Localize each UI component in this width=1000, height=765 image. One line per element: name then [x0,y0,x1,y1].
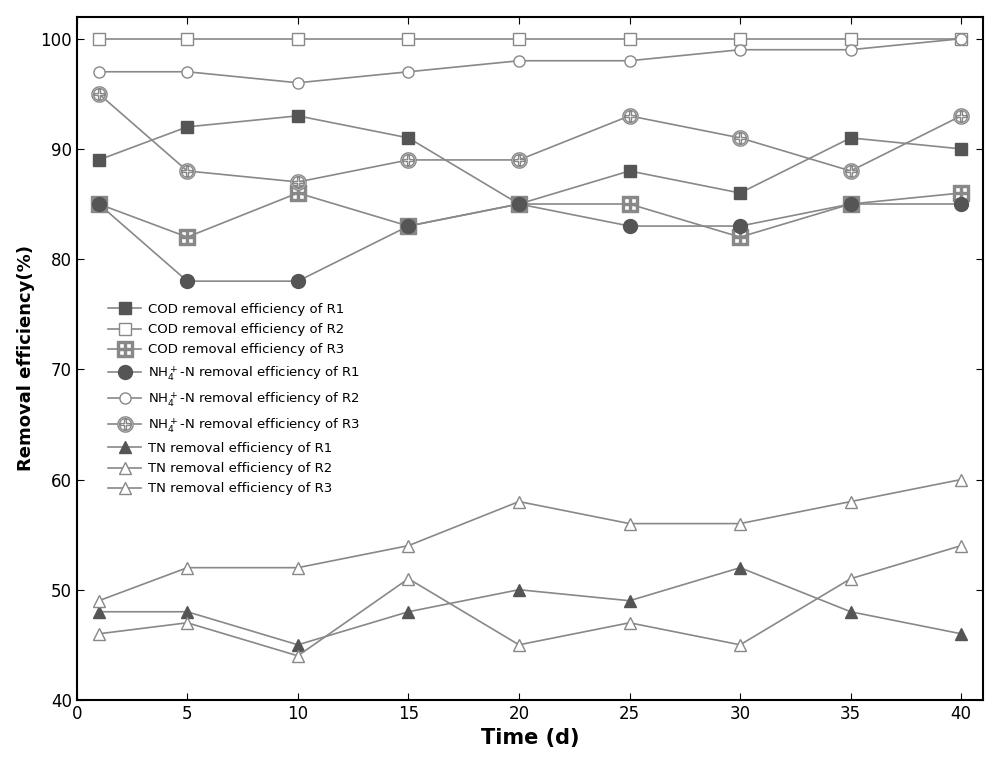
X-axis label: Time (d): Time (d) [481,728,579,748]
Y-axis label: Removal efficiency(%): Removal efficiency(%) [17,246,35,471]
Legend: COD removal efficiency of R1, COD removal efficiency of R2, COD removal efficien: COD removal efficiency of R1, COD remova… [101,296,366,502]
